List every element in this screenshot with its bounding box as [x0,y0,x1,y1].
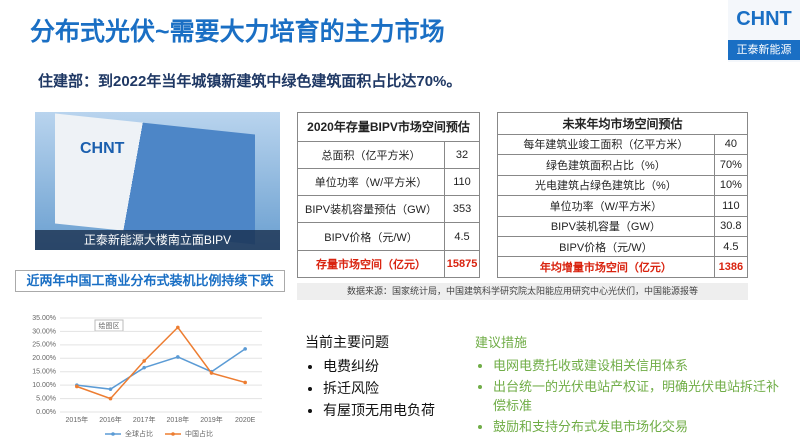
x-tick-label: 2017年 [133,415,156,424]
cell-label: BIPV价格（元/W） [497,236,715,258]
measures-list: 电网电费托收或建设相关信用体系出台统一的光伏电站产权证，明确光伏电站拆迁补偿标准… [475,355,785,435]
y-tick-label: 0.00% [36,409,56,416]
cell-label: 年均增量市场空间（亿元） [497,256,715,278]
table-row: BIPV价格（元/W） 4.5 [296,222,480,251]
cell-label: 光电建筑占绿色建筑比（%） [497,174,715,197]
slide-title: 分布式光伏~需要大力培育的主力市场 [30,18,445,46]
table-row: 年均增量市场空间（亿元） 1386 [497,256,749,278]
table: 未来年均市场空间预估 每年建筑业竣工面积（亿平方米） 40 绿色建筑面积占比（%） 70… [497,112,749,278]
list-item: 拆迁风险 [323,378,435,398]
y-tick-label: 35.00% [32,315,56,322]
point [176,355,180,359]
table-row: BIPV装机容量预估（GW） 353 [296,195,480,224]
cell-value: 110 [713,195,749,217]
list-item: 电费纠纷 [323,356,435,376]
table-row: 光电建筑占绿色建筑比（%） 10% [497,174,749,197]
list-item: 电网电费托收或建设相关信用体系 [493,355,785,374]
logo: CHNT 正泰新能源 [728,0,800,62]
point [108,396,113,401]
cell-value: 1386 [713,256,749,278]
cell-label: 存量市场空间（亿元） [296,249,446,279]
issues-title: 当前主要问题 [305,334,389,350]
point [142,359,146,363]
issues: 当前主要问题 电费纠纷拆迁风险有屋顶无用电负荷 [305,332,435,422]
cell-value: 110 [444,168,480,197]
table-header: 2020年存量BIPV市场空间预估 [297,112,480,142]
legend-label: 全球占比 [125,429,153,438]
table-row: 每年建筑业竣工面积（亿平方米） 40 [497,133,749,156]
cell-value: 10% [713,174,749,197]
table-row: 总面积（亿平方米） 32 [296,140,480,170]
point [75,384,79,389]
point [176,325,180,330]
cell-value: 70% [713,154,749,176]
table-row: BIPV价格（元/W） 4.5 [497,236,749,258]
photo: CHNT 正泰新能源大楼南立面BIPV [35,112,280,250]
table-row: 单位功率（W/平方米） 110 [296,168,480,197]
photo-caption: 正泰新能源大楼南立面BIPV [35,230,280,250]
cell-label: 总面积（亿平方米） [296,140,446,170]
cell-value: 4.5 [444,222,480,251]
plot-area-label: 绘图区 [99,321,120,330]
y-tick-label: 30.00% [32,328,56,335]
x-tick-label: 2016年 [99,415,122,424]
line [76,348,246,390]
x-tick-label: 2018年 [167,415,190,424]
cell-label: 单位功率（W/平方米） [296,168,446,197]
cell-label: 绿色建筑面积占比（%） [497,154,715,176]
y-tick-label: 25.00% [32,342,56,349]
measures-title: 建议措施 [475,335,528,350]
table-row: 单位功率（W/平方米） 110 [497,195,749,217]
cell-label: 每年建筑业竣工面积（亿平方米） [497,133,715,156]
table-title: 未来年均市场空间预估 [497,112,748,135]
point [209,371,214,375]
chart-title: 近两年中国工商业分布式装机比例持续下跌 [15,270,285,292]
chart: 绘图区 0.00% 5.00% 10.00% 15.00% 20.00% 25.00% 30.… [32,315,262,438]
list-item: 有屋顶无用电负荷 [323,400,435,420]
list-item: 出台统一的光伏电站产权证，明确光伏电站拆迁补偿标准 [493,376,785,414]
line [76,326,246,400]
cell-label: BIPV装机容量（GW） [497,215,715,238]
issues-list: 电费纠纷拆迁风险有屋顶无用电负荷 [305,356,435,420]
table-title: 2020年存量BIPV市场空间预估 [297,112,480,142]
cell-value: 30.8 [713,215,749,238]
table: 2020年存量BIPV市场空间预估 总面积（亿平方米） 32 单位功率（W/平方米） 1… [296,112,480,279]
table-row: 绿色建筑面积占比（%） 70% [497,154,749,176]
cell-value: 32 [444,140,480,170]
legend-marker [171,432,175,436]
cell-label: BIPV装机容量预估（GW） [296,195,446,224]
logo-text: CHNT [736,8,792,30]
cell-value: 40 [713,133,749,156]
point [243,347,247,351]
table-row: BIPV装机容量（GW） 30.8 [497,215,749,238]
y-tick-label: 5.00% [36,395,56,402]
cell-value: 15875 [444,249,480,279]
table-header: 未来年均市场空间预估 [497,112,748,135]
subtitle: 住建部：到2022年当年城镇新建筑中绿色建筑面积占比达70%。 [38,73,462,90]
y-tick-label: 20.00% [32,355,56,362]
point [243,380,247,385]
x-tick-label: 2019年 [200,415,223,424]
legend-label: 中国占比 [185,429,213,438]
source-note: 数据来源：国家统计局，中国建筑科学研究院太阳能应用研究中心光伏们，中国能源报等 [297,283,748,300]
x-tick-label: 2015年 [66,415,89,424]
y-tick-label: 10.00% [32,382,56,389]
legend-marker [111,432,115,436]
list-item: 鼓励和支持分布式发电市场化交易 [493,416,785,435]
point [142,365,146,370]
x-tick-label: 2020E [235,417,256,424]
building-sign: CHNT [80,140,125,157]
table-row: 存量市场空间（亿元） 15875 [296,249,480,279]
cell-value: 4.5 [713,236,749,258]
measures: 建议措施 电网电费托收或建设相关信用体系出台统一的光伏电站产权证，明确光伏电站拆… [475,332,785,437]
cell-label: 单位功率（W/平方米） [497,195,715,217]
logo-caption: 正泰新能源 [728,40,800,60]
cell-value: 353 [444,195,480,224]
point [108,387,113,391]
y-tick-label: 15.00% [32,369,56,376]
cell-label: BIPV价格（元/W） [296,222,446,251]
